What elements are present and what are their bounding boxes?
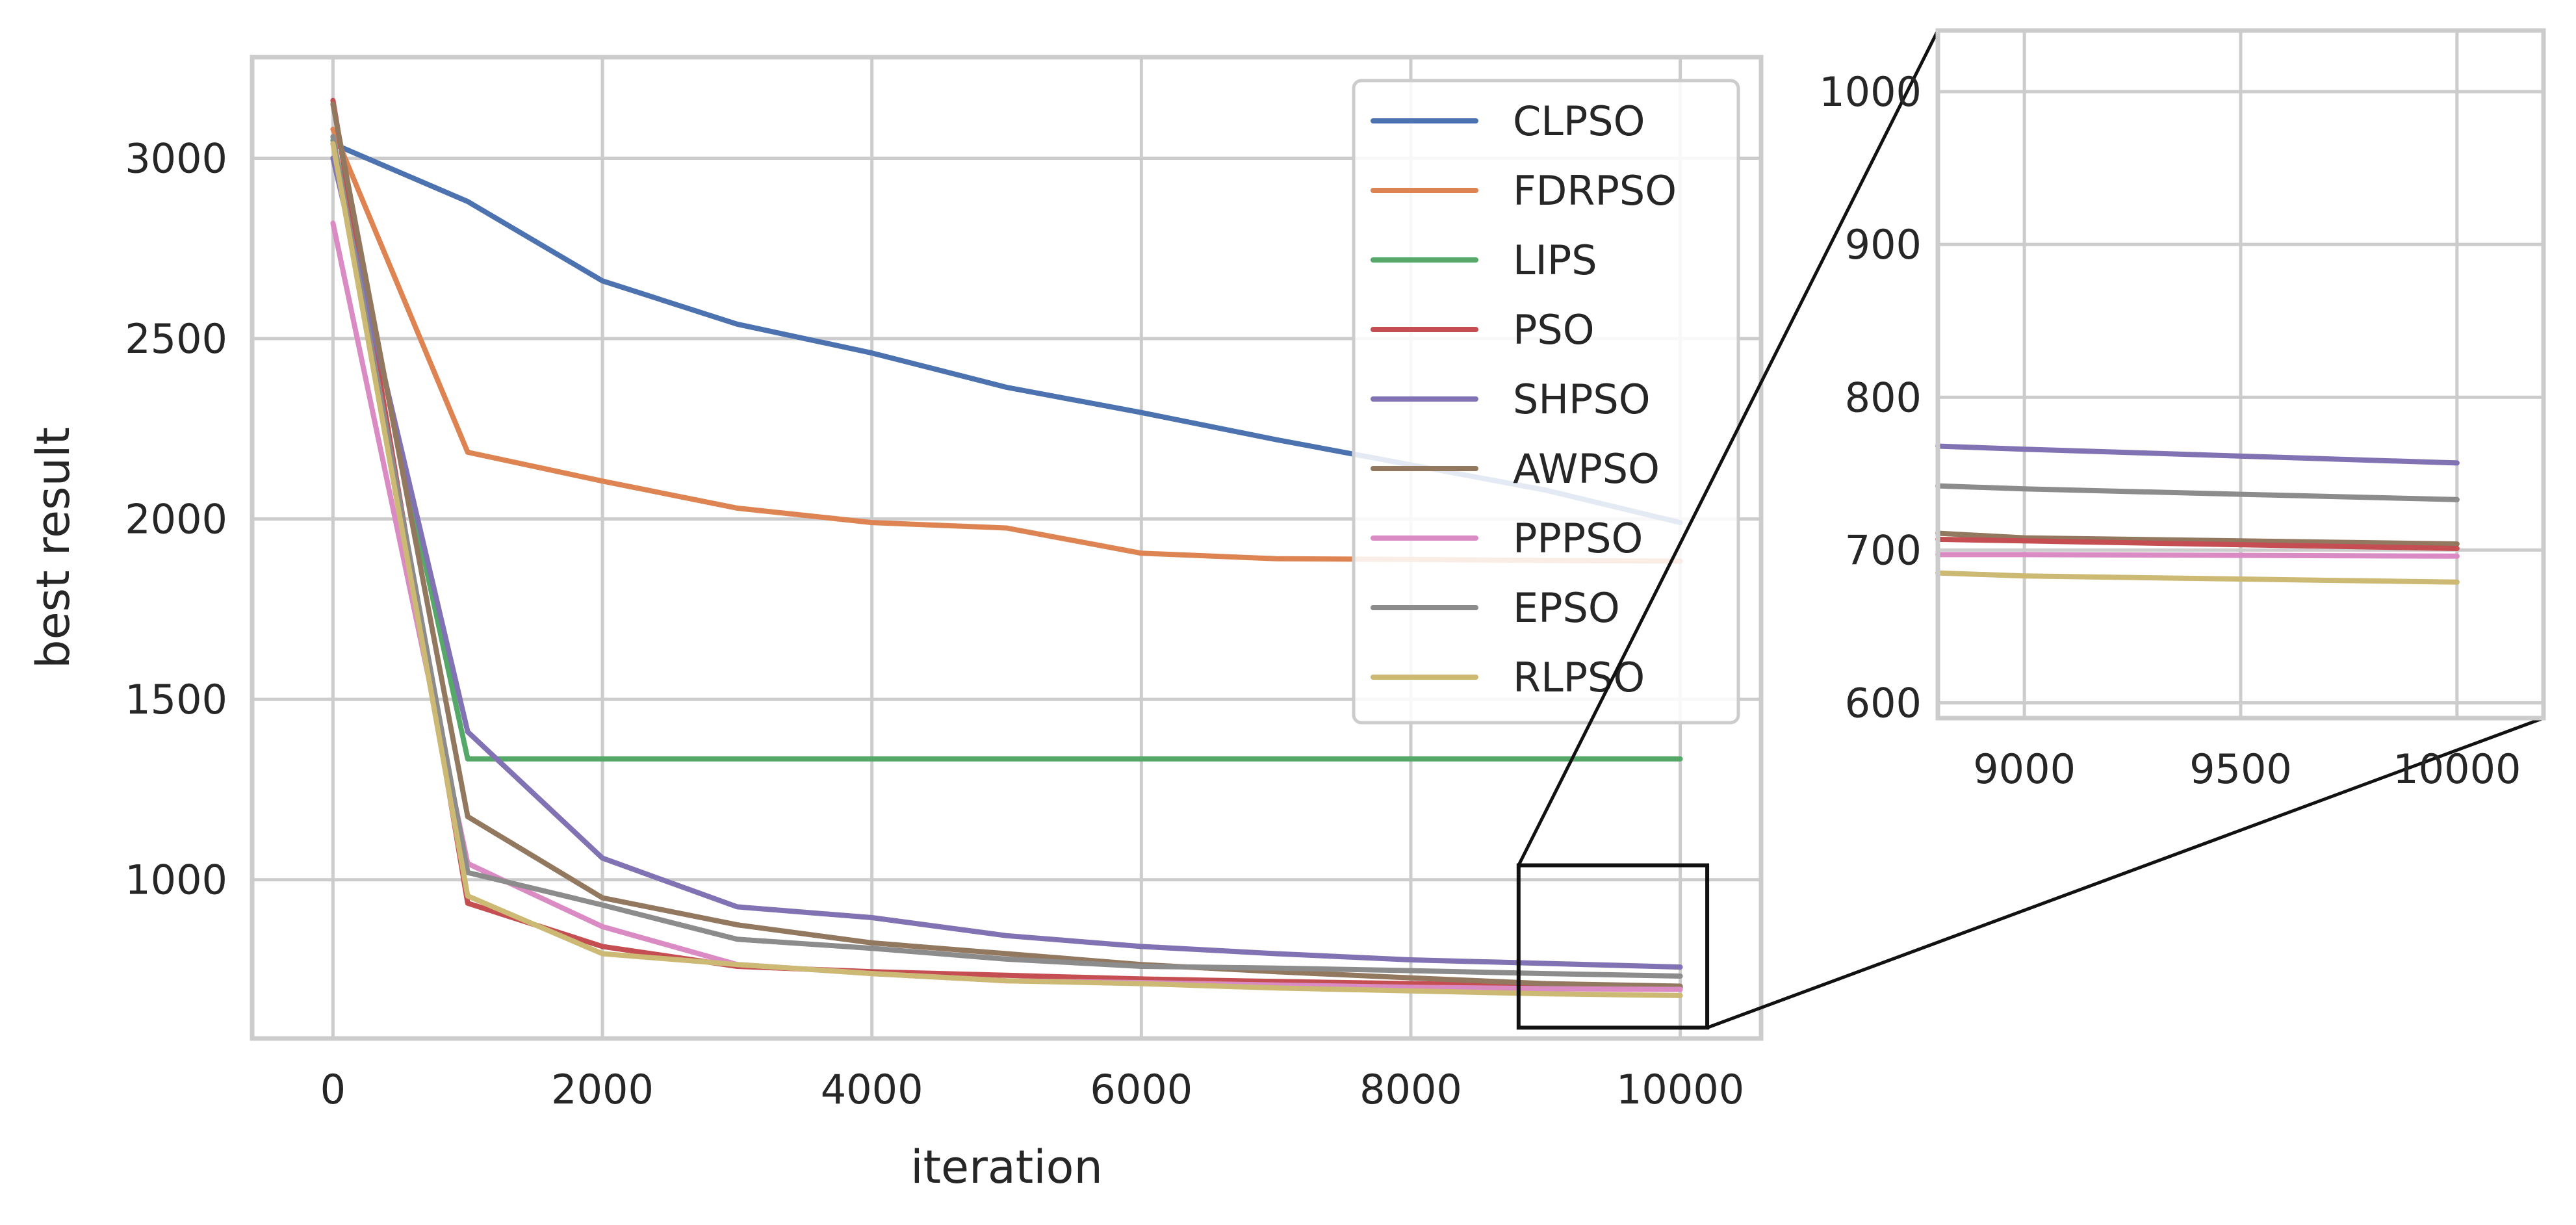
main-series-line-rlpso — [330, 141, 1683, 998]
main-x-tick-label: 2000 — [551, 1066, 654, 1113]
main-x-tick-label: 4000 — [821, 1066, 923, 1113]
main-y-ticks: 1000 1500 2000 2500 3000 — [125, 135, 227, 903]
main-series-line-epso — [330, 134, 1683, 979]
main-plot-border — [250, 55, 1764, 1041]
main-y-tick-label: 2000 — [125, 496, 227, 543]
main-x-ticks: 0 2000 4000 6000 8000 10000 — [320, 1066, 1745, 1113]
inset-y-tick-label: 1000 — [1819, 68, 1922, 116]
inset-series-line-series-6 — [1935, 570, 2460, 585]
inset-y-tick-label: 900 — [1845, 221, 1922, 268]
inset-series-line-series-5 — [1935, 552, 2460, 559]
legend-label-clpso: CLPSO — [1513, 97, 1645, 145]
main-x-tick-label: 6000 — [1090, 1066, 1192, 1113]
main-series-line-shpso — [330, 155, 1683, 970]
legend-items: CLPSO FDRPSO LIPS PSO SHPSO AWPSO PPPSO EPSO RLP… — [1371, 97, 1677, 701]
main-y-tick-label: 1000 — [125, 857, 227, 904]
legend-label-rlpso: RLPSO — [1513, 654, 1645, 701]
inset-y-tick-label: 600 — [1845, 679, 1922, 727]
inset-x-tick-label: 9500 — [2189, 745, 2292, 793]
inset-series-line-series-1 — [1935, 443, 2460, 466]
legend-label-pppso: PPPSO — [1513, 515, 1643, 562]
legend-label-epso: EPSO — [1513, 584, 1620, 632]
main-x-tick-label: 8000 — [1359, 1066, 1462, 1113]
legend-label-lips: LIPS — [1513, 237, 1597, 284]
inset-y-ticks: 600 700 800 900 1000 — [1819, 68, 1922, 727]
main-series-line-awpso — [330, 101, 1683, 989]
zoom-connector-bottom — [1707, 716, 2544, 1029]
y-axis-label: best result — [27, 427, 80, 669]
inset-chart: 9000 9500 10000 600 700 800 900 1000 — [1819, 28, 2546, 793]
legend-label-awpso: AWPSO — [1513, 445, 1660, 493]
inset-y-tick-label: 700 — [1845, 526, 1922, 574]
legend: CLPSO FDRPSO LIPS PSO SHPSO AWPSO PPPSO EPSO RLP… — [1352, 79, 1740, 725]
zoom-region-box — [1516, 863, 1710, 1030]
main-y-tick-label: 2500 — [125, 315, 227, 363]
main-series-group — [330, 97, 1683, 998]
inset-series-line-series-3 — [1935, 530, 2460, 547]
main-y-tick-label: 1500 — [125, 676, 227, 723]
legend-label-pso: PSO — [1513, 306, 1595, 354]
inset-x-ticks: 9000 9500 10000 — [1973, 745, 2521, 793]
inset-grid — [1938, 31, 2544, 718]
legend-box — [1352, 79, 1740, 725]
main-y-tick-label: 3000 — [125, 135, 227, 182]
inset-plot-border — [1935, 28, 2546, 721]
zoom-connector-top — [1517, 29, 1940, 866]
x-axis-label: iteration — [910, 1141, 1103, 1194]
zoom-connector-lines — [1517, 29, 2544, 1029]
main-series-line-lips — [330, 137, 1683, 762]
inset-series-line-series-2 — [1935, 483, 2460, 502]
main-x-tick-label: 10000 — [1616, 1066, 1744, 1113]
legend-label-shpso: SHPSO — [1513, 376, 1651, 423]
inset-x-tick-label: 9000 — [1973, 745, 2076, 793]
inset-x-tick-label: 10000 — [2393, 745, 2521, 793]
legend-label-fdrpso: FDRPSO — [1513, 167, 1677, 214]
main-x-tick-label: 0 — [320, 1066, 346, 1113]
inset-y-tick-label: 800 — [1845, 374, 1922, 421]
inset-series-line-series-4 — [1935, 536, 2460, 551]
inset-series-group — [1935, 443, 2460, 585]
